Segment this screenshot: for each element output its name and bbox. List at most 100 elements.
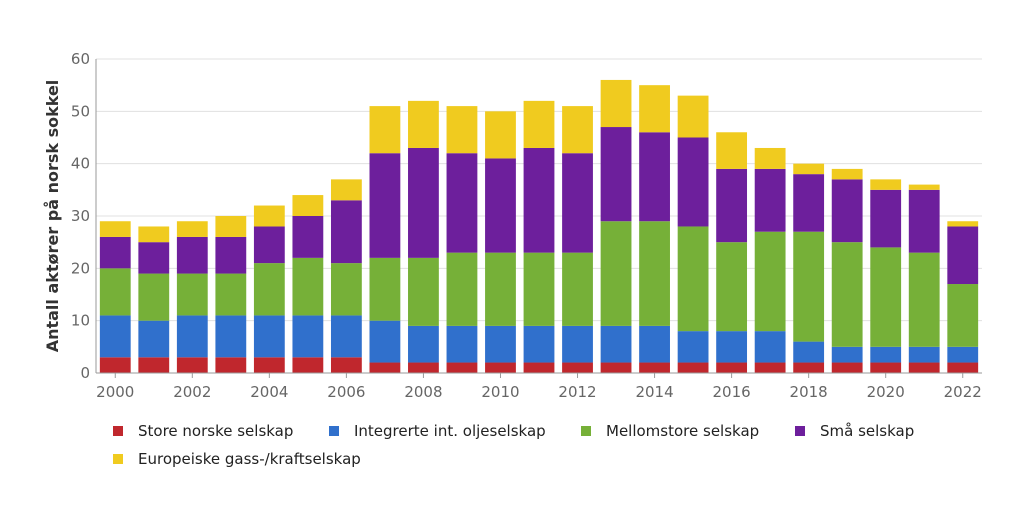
- bar-segment: [408, 147, 439, 258]
- legend-swatch: [113, 454, 123, 464]
- y-tick-labels: 0 10 20 30 40 50 60: [71, 50, 90, 382]
- x-tick-labels: 2000 2002 2004 2006 2008 2010 2012 2014 2016 2018…: [96, 383, 982, 401]
- axes: [95, 59, 982, 378]
- bar-segment: [138, 242, 170, 274]
- legend-item: Mellomstore selskap: [581, 422, 759, 440]
- legend-item: Integrerte int. oljeselskap: [329, 422, 546, 440]
- x-tick-label: 2022: [944, 383, 982, 401]
- x-tick-label: 2004: [250, 383, 288, 401]
- bar-segment: [716, 168, 748, 243]
- bar-segment: [677, 95, 709, 138]
- bar-segment: [716, 132, 748, 169]
- bar-segment: [600, 221, 632, 326]
- bar-segment: [754, 231, 786, 332]
- bar-segment: [176, 273, 208, 316]
- bar-segment: [523, 362, 555, 373]
- bar-segment: [523, 252, 555, 326]
- bar-segment: [138, 320, 170, 358]
- bar-segment: [253, 263, 285, 316]
- bar-segment: [138, 357, 170, 373]
- bar-segment: [947, 362, 979, 373]
- bar-segment: [793, 341, 825, 363]
- bar-segment: [485, 362, 516, 373]
- bar-segment: [485, 325, 516, 363]
- bar-segment: [253, 205, 285, 227]
- x-tick-label: 2012: [558, 383, 596, 401]
- bar-segment: [947, 346, 979, 363]
- bar-segment: [408, 325, 439, 363]
- bar-segment: [870, 179, 902, 190]
- bar-segment: [215, 315, 247, 358]
- bar-segment: [369, 106, 401, 154]
- bar-segment: [176, 236, 208, 274]
- bar-segment: [369, 153, 401, 258]
- bar-segment: [99, 236, 131, 269]
- bar-segment: [600, 325, 632, 363]
- y-tick-label: 60: [71, 50, 90, 68]
- bar-segment: [870, 346, 902, 363]
- x-tick-label: 2014: [635, 383, 673, 401]
- bar-segment: [831, 362, 863, 373]
- bar-segment: [292, 315, 324, 358]
- bar-segment: [408, 100, 439, 148]
- x-tick-label: 2008: [404, 383, 442, 401]
- bar-segment: [99, 315, 131, 358]
- legend-swatch: [795, 426, 805, 436]
- legend-label: Store norske selskap: [138, 422, 293, 440]
- bar-segment: [793, 362, 825, 373]
- bar-segment: [292, 257, 324, 316]
- bar-segment: [947, 226, 979, 285]
- bar-segment: [215, 357, 247, 373]
- bar-segment: [639, 85, 670, 133]
- legend-label: Mellomstore selskap: [606, 422, 759, 440]
- y-tick-label: 20: [71, 259, 90, 277]
- y-tick-label: 50: [71, 102, 90, 120]
- bar-segment: [831, 179, 863, 243]
- bar-segment: [485, 111, 516, 159]
- bar-segment: [716, 331, 748, 363]
- legend: Store norske selskap Integrerte int. olje…: [113, 422, 914, 468]
- bar-segment: [908, 362, 940, 373]
- legend-item: Store norske selskap: [113, 422, 293, 440]
- y-axis-label: Antall aktører på norsk sokkel: [43, 80, 62, 353]
- bar-segment: [485, 252, 516, 326]
- bar-segment: [600, 362, 632, 373]
- legend-swatch: [329, 426, 339, 436]
- bar-segment: [677, 331, 709, 363]
- bar-segment: [562, 252, 593, 326]
- legend-item: Europeiske gass-/kraftselskap: [113, 450, 361, 468]
- bar-segment: [908, 252, 940, 347]
- bar-segment: [446, 325, 478, 363]
- bar-segment: [870, 189, 902, 248]
- bar-segment: [215, 273, 247, 316]
- bar-segment: [716, 362, 748, 373]
- bar-segment: [292, 216, 324, 258]
- bar-segment: [523, 325, 555, 363]
- bar-segment: [870, 247, 902, 347]
- x-tick-label: 2006: [327, 383, 365, 401]
- bar-segment: [292, 195, 324, 216]
- bar-segment: [369, 362, 401, 373]
- legend-label: Europeiske gass-/kraftselskap: [138, 450, 361, 468]
- bar-segment: [523, 147, 555, 253]
- x-tick-label: 2020: [867, 383, 905, 401]
- legend-label: Små selskap: [820, 422, 914, 440]
- bar-segment: [639, 362, 670, 373]
- bar-segment: [408, 362, 439, 373]
- bar-segment: [908, 184, 940, 190]
- bar-segment: [99, 221, 131, 237]
- bar-segment: [176, 315, 208, 358]
- bar-segment: [138, 273, 170, 321]
- bar-segment: [600, 79, 632, 128]
- bar-segment: [330, 200, 362, 264]
- bar-segment: [446, 252, 478, 326]
- bar-segment: [99, 357, 131, 373]
- bar-segment: [330, 357, 362, 373]
- bar-segment: [677, 362, 709, 373]
- y-tick-label: 40: [71, 155, 90, 173]
- bar-segment: [408, 257, 439, 326]
- bar-segment: [831, 168, 863, 180]
- bar-segment: [330, 179, 362, 201]
- bar-segment: [716, 242, 748, 332]
